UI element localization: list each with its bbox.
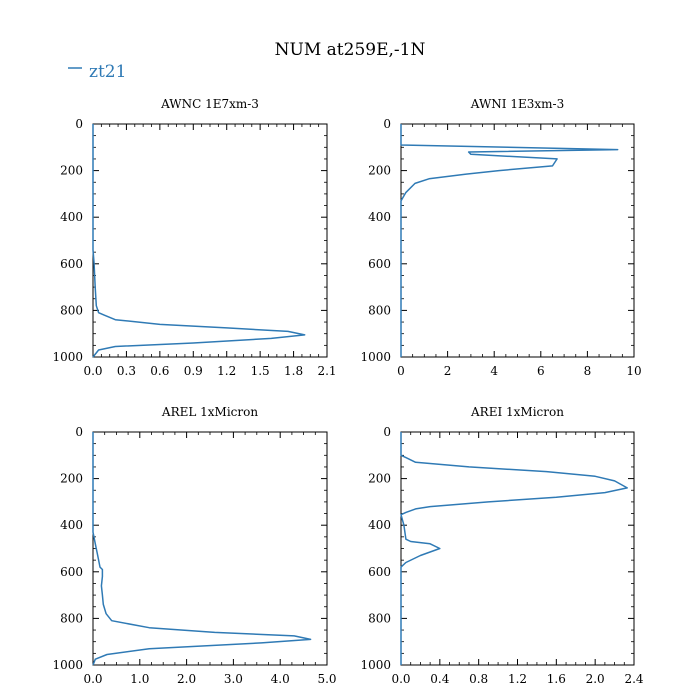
panel-title: AREL 1xMicron (161, 405, 258, 419)
x-tick-label: 5.0 (317, 672, 336, 686)
plot-frame (92, 431, 328, 666)
y-tick-label: 1000 (52, 350, 83, 364)
y-tick-label: 600 (368, 257, 391, 271)
x-tick-label: 8 (584, 364, 592, 378)
x-tick-label: 2 (444, 364, 452, 378)
y-tick-label: 200 (368, 164, 391, 178)
x-tick-label: 1.5 (251, 364, 270, 378)
x-tick-label: 1.0 (130, 672, 149, 686)
panel-title: AREI 1xMicron (470, 405, 564, 419)
y-tick-label: 0 (383, 117, 391, 131)
series-line (400, 432, 628, 665)
series-line (92, 432, 312, 666)
y-tick-label: 400 (60, 518, 83, 532)
x-tick-label: 4 (490, 364, 498, 378)
legend-label: zt21 (89, 62, 126, 82)
x-tick-label: 2.0 (586, 672, 605, 686)
x-tick-label: 1.2 (217, 364, 236, 378)
y-tick-label: 400 (368, 210, 391, 224)
x-tick-label: 6 (537, 364, 545, 378)
plot-frame (92, 123, 328, 358)
series-line (92, 124, 306, 358)
x-tick-label: 2.0 (177, 672, 196, 686)
y-tick-label: 1000 (52, 658, 83, 672)
y-tick-label: 200 (368, 472, 391, 486)
x-tick-label: 4.0 (271, 672, 290, 686)
x-tick-label: 10 (626, 364, 641, 378)
x-tick-label: 0.9 (184, 364, 203, 378)
y-tick-label: 400 (60, 210, 83, 224)
x-tick-label: 0.6 (150, 364, 169, 378)
y-tick-label: 800 (60, 303, 83, 317)
y-tick-label: 200 (60, 472, 83, 486)
y-tick-label: 800 (368, 303, 391, 317)
panel-3: AREL 1xMicron 0.0 1.0 2.0 3.0 4.0 5.0 0 200 400 60… (52, 405, 336, 686)
x-tick-label: 0.0 (83, 672, 102, 686)
x-tick-label: 0 (397, 364, 405, 378)
x-tick-label: 2.4 (624, 672, 643, 686)
y-tick-label: 0 (75, 117, 83, 131)
x-tick-label: 1.2 (508, 672, 527, 686)
panel-4: AREI 1xMicron 0.0 0.4 0.8 1.2 1.6 2.0 2.4 0 200 40… (360, 405, 643, 686)
y-tick-label: 1000 (360, 658, 391, 672)
x-tick-label: 0.0 (83, 364, 102, 378)
y-tick-label: 0 (75, 425, 83, 439)
figure-title: NUM at259E,-1N (275, 40, 426, 60)
plot-frame (400, 123, 635, 358)
x-tick-label: 1.8 (284, 364, 303, 378)
x-tick-label: 0.0 (391, 672, 410, 686)
y-tick-label: 600 (60, 257, 83, 271)
legend: zt21 (68, 62, 126, 82)
x-tick-label: 0.4 (430, 672, 449, 686)
y-tick-label: 600 (60, 565, 83, 579)
series-line (400, 124, 619, 357)
x-tick-label: 1.6 (547, 672, 566, 686)
y-tick-label: 600 (368, 565, 391, 579)
panel-1: AWNC 1E7xm-3 0.0 0.3 0.6 0.9 1.2 1.5 1.8 2.1 0 200… (52, 97, 336, 378)
y-tick-label: 1000 (360, 350, 391, 364)
plot-frame (400, 431, 635, 666)
y-tick-label: 200 (60, 164, 83, 178)
y-tick-label: 800 (60, 611, 83, 625)
y-tick-label: 0 (383, 425, 391, 439)
x-tick-label: 0.8 (469, 672, 488, 686)
y-tick-label: 400 (368, 518, 391, 532)
y-tick-label: 800 (368, 611, 391, 625)
x-tick-label: 3.0 (224, 672, 243, 686)
x-tick-label: 0.3 (117, 364, 136, 378)
panels: AWNC 1E7xm-30.0 0.3 0.6 0.9 1.2 1.5 1.8 2.10200… (52, 97, 643, 686)
panel-title: AWNC 1E7xm-3 (160, 97, 259, 111)
panel-2: AWNI 1E3xm-3 0 2 4 6 8 10 0 200 400 600 800 1000 (360, 97, 641, 378)
x-tick-label: 2.1 (317, 364, 336, 378)
panel-title: AWNI 1E3xm-3 (470, 97, 564, 111)
